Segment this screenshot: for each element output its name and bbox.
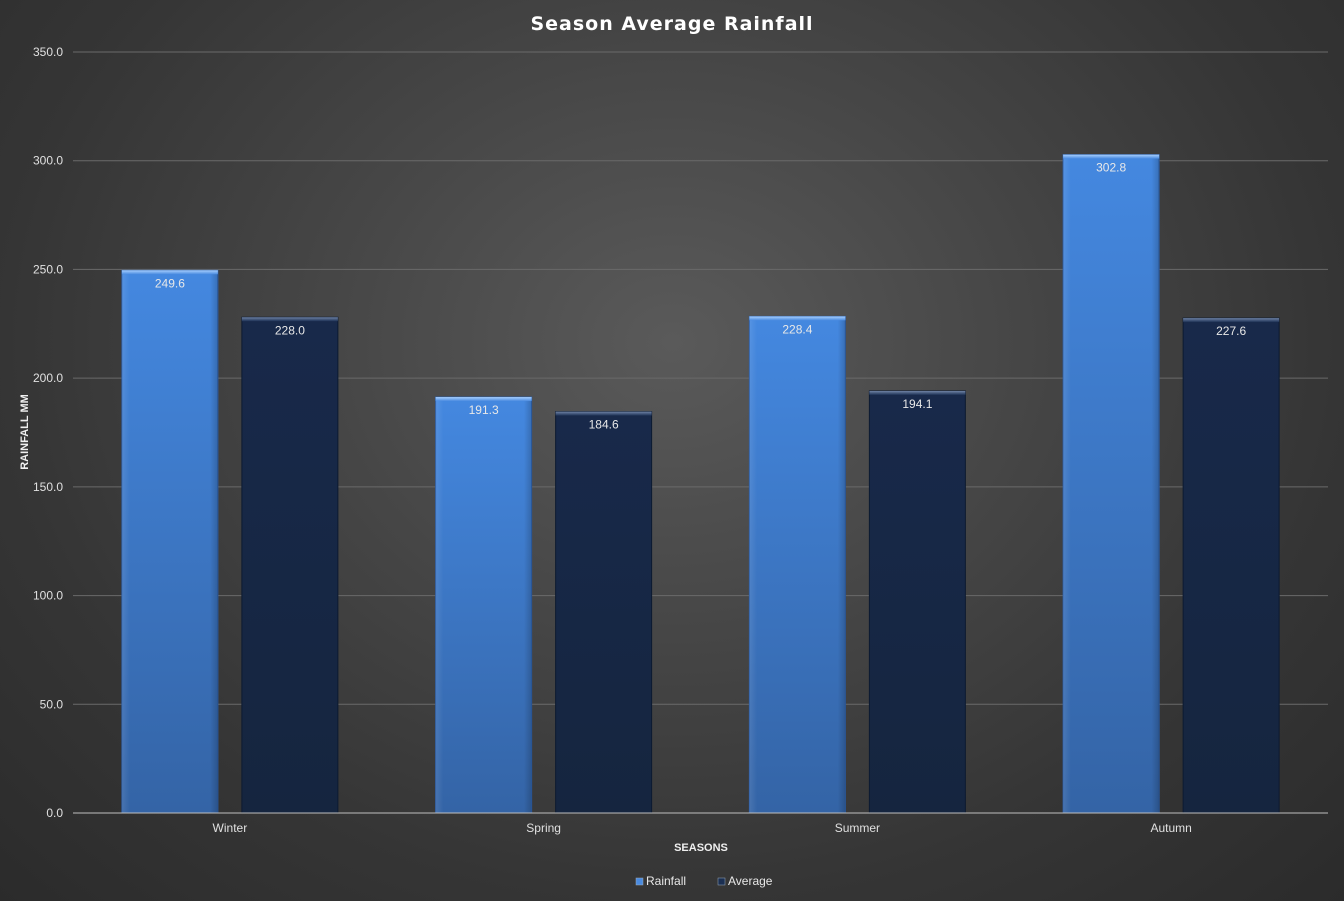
data-label: 249.6 [155, 276, 185, 290]
bar-cap [121, 270, 218, 275]
x-axis-title: SEASONS [674, 842, 728, 854]
bar-cap [749, 316, 846, 321]
x-tick-label: Spring [526, 821, 561, 835]
bar-shading [1063, 154, 1160, 813]
data-labels: 249.6 228.0 191.3 184.6 228.4 194.1 302.8 227.6 [155, 161, 1247, 432]
legend-swatch [635, 877, 644, 886]
x-axis-ticks: Winter Spring Summer Autumn [213, 821, 1192, 835]
data-label: 227.6 [1216, 324, 1246, 338]
bar-cap [1183, 318, 1280, 323]
bar-average-summer [868, 390, 966, 814]
bar-shading [121, 270, 218, 813]
bar-cap [435, 397, 532, 402]
x-tick-label: Autumn [1150, 821, 1191, 835]
y-tick-label: 300.0 [33, 154, 63, 168]
bar-average-winter [241, 316, 339, 814]
chart-title: Season Average Rainfall [530, 13, 813, 35]
data-label: 302.8 [1096, 161, 1126, 175]
data-label: 184.6 [589, 418, 619, 432]
y-tick-label: 250.0 [33, 262, 63, 276]
bar-average-spring [555, 411, 653, 814]
y-tick-label: 50.0 [40, 697, 64, 711]
bar-shading [749, 316, 846, 813]
legend-item-average: Average [717, 874, 773, 888]
y-axis-title: RAINFALL MM [19, 394, 31, 470]
legend-swatch [717, 877, 726, 886]
y-tick-label: 350.0 [33, 45, 63, 59]
y-axis-ticks: 0.0 50.0 100.0 150.0 200.0 250.0 300.0 350.0 [33, 45, 63, 820]
y-tick-label: 200.0 [33, 371, 63, 385]
x-tick-label: Summer [835, 821, 880, 835]
y-tick-label: 0.0 [46, 806, 63, 820]
legend: Rainfall Average [635, 874, 773, 888]
legend-label: Rainfall [646, 874, 686, 888]
data-label: 194.1 [902, 397, 932, 411]
bar-cap [869, 390, 966, 395]
data-label: 228.0 [275, 323, 305, 337]
bar-cap [241, 317, 338, 322]
legend-label: Average [728, 874, 773, 888]
data-label: 191.3 [469, 403, 499, 417]
bar-cap [1063, 154, 1160, 159]
bar-average-autumn [1182, 317, 1280, 814]
data-label: 228.4 [782, 322, 812, 336]
bar-cap [555, 411, 652, 416]
y-tick-label: 100.0 [33, 589, 63, 603]
bar-shading [435, 397, 532, 813]
legend-item-rainfall: Rainfall [635, 874, 686, 888]
bars [121, 154, 1280, 814]
y-tick-label: 150.0 [33, 480, 63, 494]
x-tick-label: Winter [213, 821, 248, 835]
